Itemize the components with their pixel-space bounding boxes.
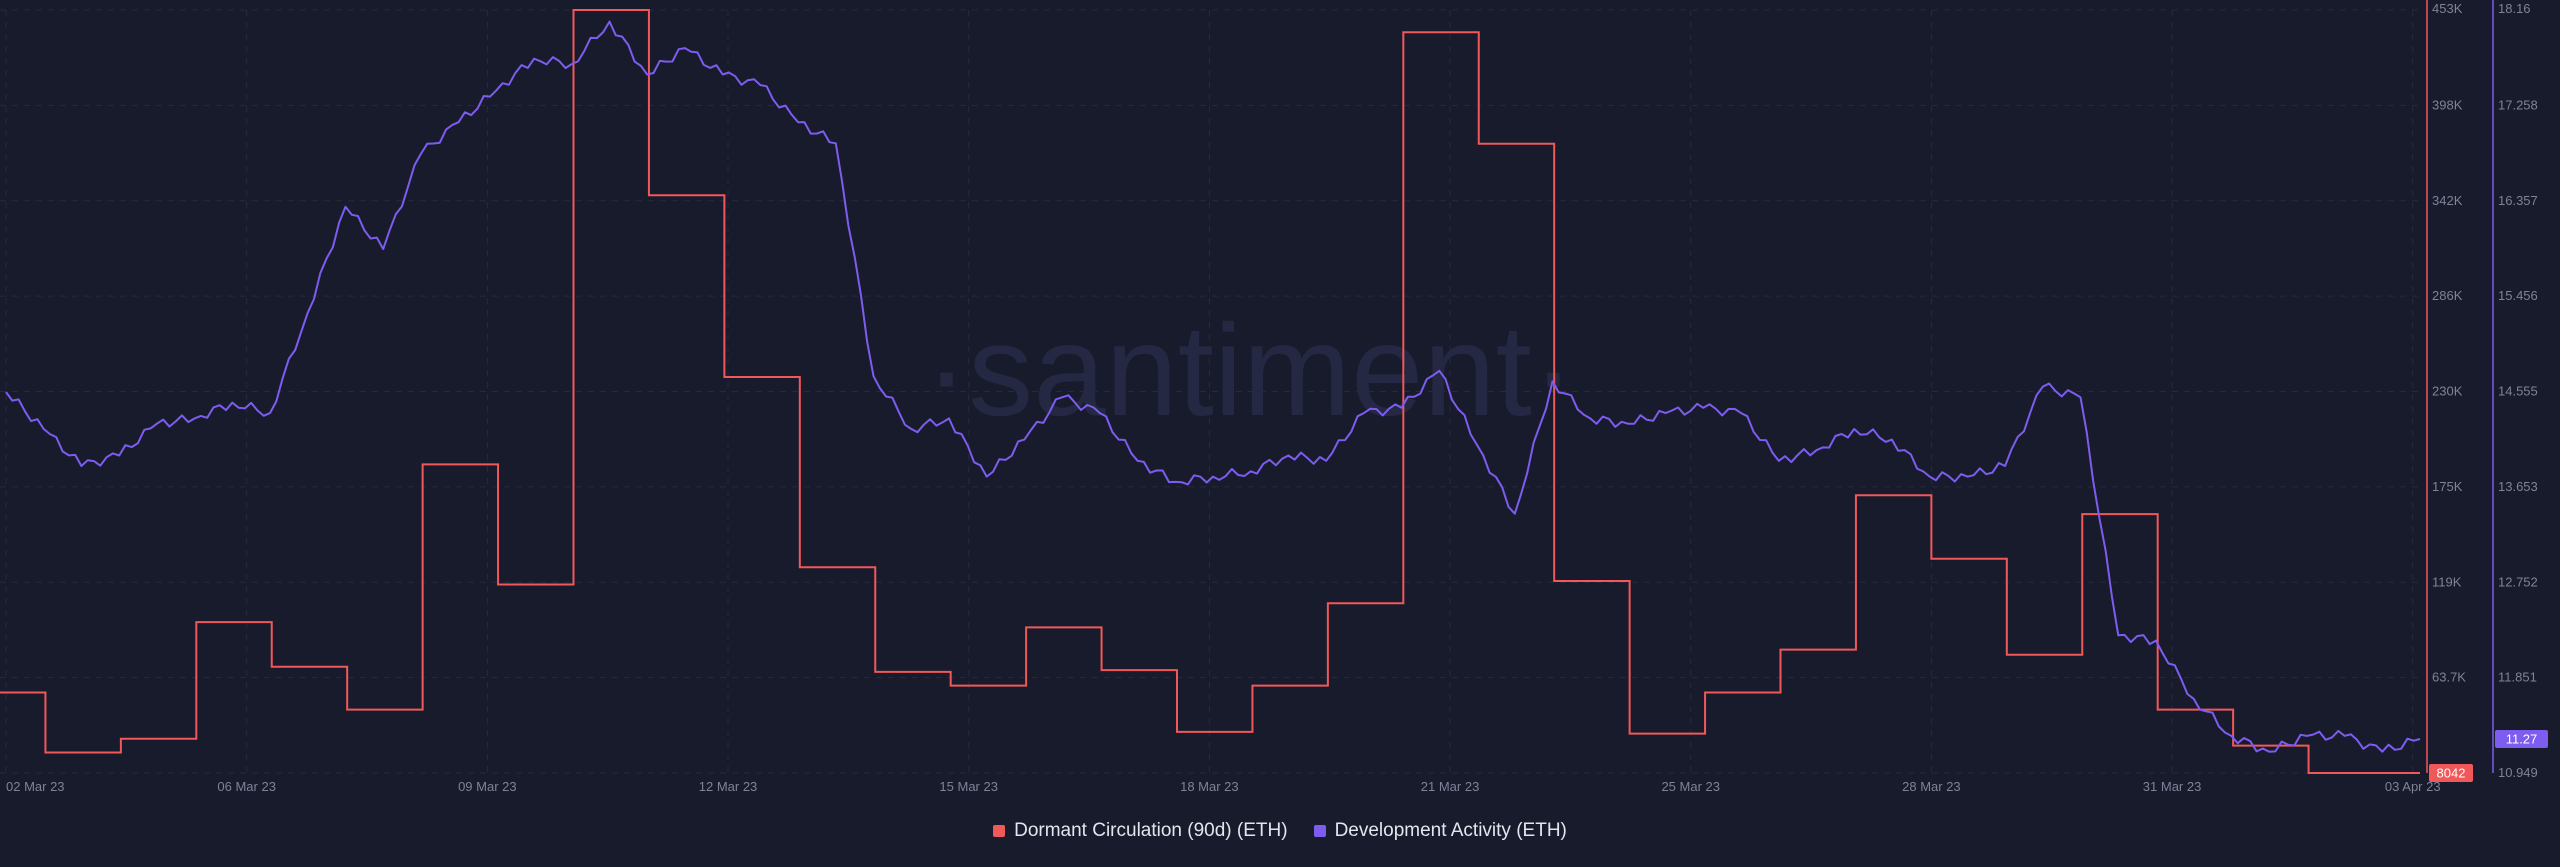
grid-layer [0,9,2420,774]
x-tick-label: 02 Mar 23 [6,779,65,794]
dev-activity-current-value-bg [2495,730,2548,749]
legend-item-development-activity[interactable]: Development Activity (ETH) [1313,820,1567,842]
dev-y-tick: 12.752 [2498,574,2538,589]
x-tick-label: 06 Mar 23 [217,779,276,794]
legend-label-dormant: Dormant Circulation (90d) (ETH) [1014,820,1288,841]
x-tick-label: 18 Mar 23 [1180,779,1239,794]
x-tick-label: 12 Mar 23 [699,779,758,794]
dev-y-tick: 16.357 [2498,193,2538,208]
dormant-y-tick: 453K [2432,1,2463,16]
dev-activity-current-value: 11.27 [2506,732,2538,747]
legend-label-dev-activity: Development Activity (ETH) [1334,820,1567,841]
chart-legend: Dormant Circulation (90d) (ETH) Developm… [0,820,2560,842]
dev-y-tick: 13.653 [2498,479,2538,494]
x-tick-label: 03 Apr 23 [2385,779,2441,794]
dormant-current-value-bg [2429,764,2473,782]
dormant-y-tick: 175K [2432,479,2463,494]
dev-y-tick: 17.258 [2498,97,2538,112]
series-layer[interactable] [0,9,2421,774]
legend-swatch-dev-activity [1313,825,1326,837]
dormant-y-tick: 230K [2432,384,2463,399]
x-tick-label: 31 Mar 23 [2143,779,2202,794]
dormant-y-tick: 342K [2432,193,2463,208]
dev-y-tick: 11.851 [2498,670,2537,685]
axis-layer: 02 Mar 23 06 Mar 23 09 Mar 23 12 Mar 23 15 M… [6,0,2548,794]
x-tick-label: 15 Mar 23 [939,779,998,794]
dormant-y-tick: 398K [2432,97,2463,112]
dormant-y-tick: 119K [2432,574,2462,589]
dormant-current-value: 8042 [2437,766,2466,781]
development-activity-line [5,20,2421,753]
x-tick-label: 21 Mar 23 [1421,779,1480,794]
dormant-y-tick: 63.7K [2432,670,2466,685]
dev-y-tick: 10.949 [2498,765,2538,780]
dev-y-tick: 14.555 [2498,384,2538,399]
x-tick-label: 25 Mar 23 [1661,779,1720,794]
legend-swatch-dormant [993,825,1006,837]
dev-y-tick: 18.16 [2498,1,2531,16]
dev-y-tick: 15.456 [2498,288,2538,303]
legend-item-dormant-circulation[interactable]: Dormant Circulation (90d) (ETH) [993,820,1288,842]
x-tick-label: 28 Mar 23 [1902,779,1961,794]
watermark-text: ·santiment· [925,297,1575,443]
x-tick-label: 09 Mar 23 [458,779,517,794]
dormant-circulation-line [0,9,2420,774]
dormant-y-tick: 286K [2432,288,2463,303]
